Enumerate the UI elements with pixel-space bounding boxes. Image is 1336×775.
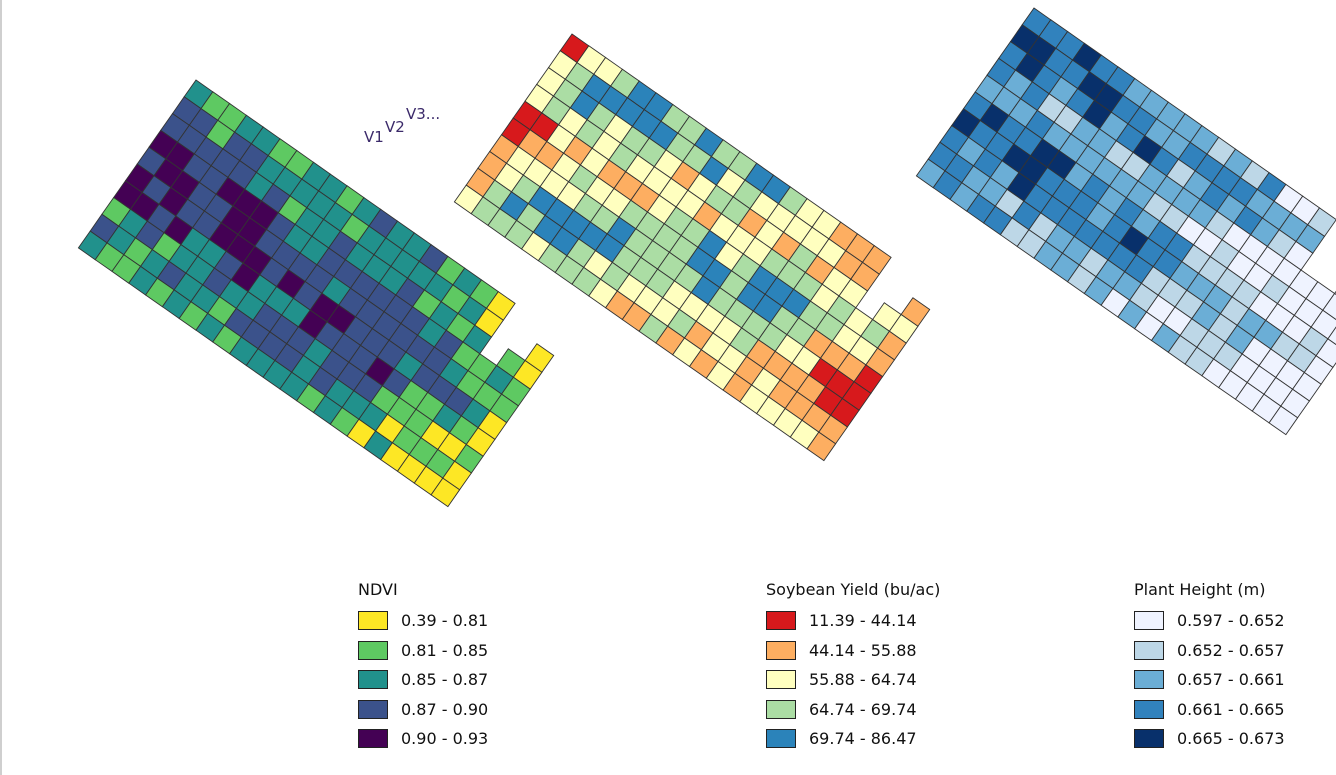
legend-row: 0.661 - 0.665 xyxy=(1134,695,1285,725)
legend-label: 0.665 - 0.673 xyxy=(1177,729,1285,749)
legend-row: 69.74 - 86.47 xyxy=(766,724,940,754)
legend-label: 0.597 - 0.652 xyxy=(1177,611,1285,631)
legend-swatch xyxy=(358,729,388,749)
legend-label: 0.85 - 0.87 xyxy=(401,670,489,690)
legend-swatch xyxy=(358,611,388,631)
ndvi-legend: NDVI 0.39 - 0.81 0.81 - 0.85 0.85 - 0.87… xyxy=(358,580,488,754)
legend-swatch xyxy=(1134,729,1164,749)
legend-label: 11.39 - 44.14 xyxy=(809,611,917,631)
legend-label: 0.39 - 0.81 xyxy=(401,611,489,631)
ndvi-plot-cell xyxy=(430,477,461,508)
row-label: V1 xyxy=(364,128,384,146)
legend-label: 0.657 - 0.661 xyxy=(1177,670,1285,690)
height-plot-cell xyxy=(1268,405,1299,436)
legend-row: 0.87 - 0.90 xyxy=(358,695,488,725)
legend-row: 0.652 - 0.657 xyxy=(1134,636,1285,666)
legend-label: 44.14 - 55.88 xyxy=(809,640,917,660)
legend-row: 55.88 - 64.74 xyxy=(766,665,940,695)
legend-row: 0.657 - 0.661 xyxy=(1134,665,1285,695)
legend-label: 64.74 - 69.74 xyxy=(809,699,917,719)
legend-swatch xyxy=(766,611,796,631)
legend-label: 69.74 - 86.47 xyxy=(809,729,917,749)
legend-swatch xyxy=(358,670,388,690)
legend-label: 0.87 - 0.90 xyxy=(401,699,489,719)
row-label: V3... xyxy=(406,105,440,123)
page-edge xyxy=(0,0,2,775)
height-plot-cell xyxy=(1322,292,1336,321)
ndvi-map-grid xyxy=(77,79,555,508)
legend-row: 64.74 - 69.74 xyxy=(766,695,940,725)
legend-row: 44.14 - 55.88 xyxy=(766,636,940,666)
yield-legend: Soybean Yield (bu/ac) 11.39 - 44.14 44.1… xyxy=(766,580,940,754)
yield-legend-title: Soybean Yield (bu/ac) xyxy=(766,580,941,599)
legend-swatch xyxy=(766,670,796,690)
legend-label: 0.90 - 0.93 xyxy=(401,729,489,749)
row-label: V2 xyxy=(385,118,405,136)
legend-label: 55.88 - 64.74 xyxy=(809,670,917,690)
height-legend-title: Plant Height (m) xyxy=(1134,580,1266,599)
height-map-grid xyxy=(915,7,1336,436)
legend-row: 0.39 - 0.81 xyxy=(358,606,488,636)
legend-swatch xyxy=(1134,611,1164,631)
legend-row: 0.81 - 0.85 xyxy=(358,636,488,666)
legend-row: 0.597 - 0.652 xyxy=(1134,606,1285,636)
legend-row: 0.90 - 0.93 xyxy=(358,724,488,754)
legend-swatch xyxy=(766,640,796,660)
legend-label: 0.81 - 0.85 xyxy=(401,640,489,660)
ndvi-legend-title: NDVI xyxy=(358,580,398,599)
legend-row: 0.665 - 0.673 xyxy=(1134,724,1285,754)
legend-row: 11.39 - 44.14 xyxy=(766,606,940,636)
yield-map-grid xyxy=(453,33,931,462)
legend-label: 0.661 - 0.665 xyxy=(1177,699,1285,719)
legend-swatch xyxy=(1134,640,1164,660)
legend-swatch xyxy=(358,699,388,719)
height-legend: Plant Height (m) 0.597 - 0.652 0.652 - 0… xyxy=(1134,580,1285,754)
legend-swatch xyxy=(358,640,388,660)
legend-swatch xyxy=(1134,699,1164,719)
legend-swatch xyxy=(766,699,796,719)
legend-label: 0.652 - 0.657 xyxy=(1177,640,1285,660)
legend-swatch xyxy=(766,729,796,749)
legend-swatch xyxy=(1134,670,1164,690)
legend-row: 0.85 - 0.87 xyxy=(358,665,488,695)
yield-plot-cell xyxy=(806,431,837,462)
